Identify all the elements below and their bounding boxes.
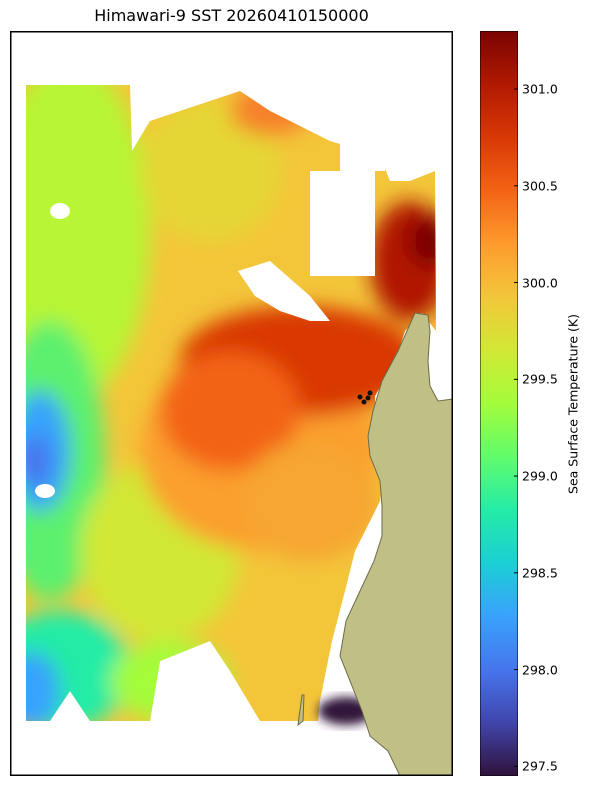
colorbar-tick-label: 300.0: [522, 275, 558, 291]
colorbar-tick-label: 298.0: [522, 662, 558, 678]
colorbar-tick-label: 298.5: [522, 565, 558, 581]
colorbar-tick-label: 297.5: [522, 758, 558, 774]
map-title: Himawari-9 SST 20260410150000: [94, 6, 369, 25]
colorbar-tick-label: 301.0: [522, 81, 558, 97]
colorbar-title: Sea Surface Temperature (K): [565, 314, 581, 494]
cloud-gaps: [35, 131, 385, 498]
small-island: [297, 694, 305, 727]
colorbar: [480, 31, 518, 776]
station-markers: [357, 390, 373, 405]
colorbar-tick-label: 299.0: [522, 468, 558, 484]
colorbar-tick-label: 299.5: [522, 371, 558, 387]
sst-map: [10, 31, 453, 776]
colorbar-tick-label: 300.5: [522, 178, 558, 194]
coastline-land: [339, 312, 453, 776]
